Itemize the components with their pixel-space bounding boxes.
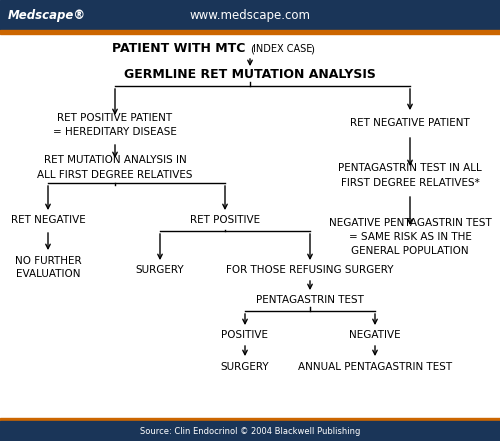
Text: FIRST DEGREE RELATIVES*: FIRST DEGREE RELATIVES* [340, 178, 479, 188]
Text: PENTAGASTRIN TEST: PENTAGASTRIN TEST [256, 295, 364, 305]
Text: = SAME RISK AS IN THE: = SAME RISK AS IN THE [348, 232, 472, 242]
Text: RET NEGATIVE PATIENT: RET NEGATIVE PATIENT [350, 118, 470, 128]
Text: SURGERY: SURGERY [136, 265, 184, 275]
Text: FOR THOSE REFUSING SURGERY: FOR THOSE REFUSING SURGERY [226, 265, 394, 275]
Text: ): ) [310, 44, 314, 54]
Text: NEGATIVE PENTAGASTRIN TEST: NEGATIVE PENTAGASTRIN TEST [328, 218, 492, 228]
Text: RET POSITIVE: RET POSITIVE [190, 215, 260, 225]
Text: RET MUTATION ANALYSIS IN: RET MUTATION ANALYSIS IN [44, 155, 187, 165]
Text: PATIENT WITH MTC: PATIENT WITH MTC [112, 42, 250, 56]
Text: = HEREDITARY DISEASE: = HEREDITARY DISEASE [53, 127, 177, 137]
Text: EVALUATION: EVALUATION [16, 269, 80, 279]
Text: Source: Clin Endocrinol © 2004 Blackwell Publishing: Source: Clin Endocrinol © 2004 Blackwell… [140, 426, 360, 436]
Text: ALL FIRST DEGREE RELATIVES: ALL FIRST DEGREE RELATIVES [37, 170, 193, 180]
Text: GENERAL POPULATION: GENERAL POPULATION [351, 246, 469, 256]
Bar [0, 30, 500, 34]
Text: INDEX CASE: INDEX CASE [253, 44, 312, 54]
Bar [0, 421, 500, 441]
Text: ANNUAL PENTAGASTRIN TEST: ANNUAL PENTAGASTRIN TEST [298, 362, 452, 372]
Text: RET NEGATIVE: RET NEGATIVE [10, 215, 86, 225]
Text: POSITIVE: POSITIVE [222, 330, 268, 340]
Text: RET POSITIVE PATIENT: RET POSITIVE PATIENT [58, 113, 172, 123]
Bar [0, 0, 500, 30]
Text: NO FURTHER: NO FURTHER [14, 256, 82, 266]
Text: www.medscape.com: www.medscape.com [190, 8, 310, 22]
Text: PENTAGASTRIN TEST IN ALL: PENTAGASTRIN TEST IN ALL [338, 163, 482, 173]
Text: Medscape®: Medscape® [8, 8, 86, 22]
Text: GERMLINE RET MUTATION ANALYSIS: GERMLINE RET MUTATION ANALYSIS [124, 68, 376, 82]
Text: (: ( [250, 44, 254, 54]
Text: NEGATIVE: NEGATIVE [349, 330, 401, 340]
Bar [0, 418, 500, 421]
Text: SURGERY: SURGERY [220, 362, 270, 372]
